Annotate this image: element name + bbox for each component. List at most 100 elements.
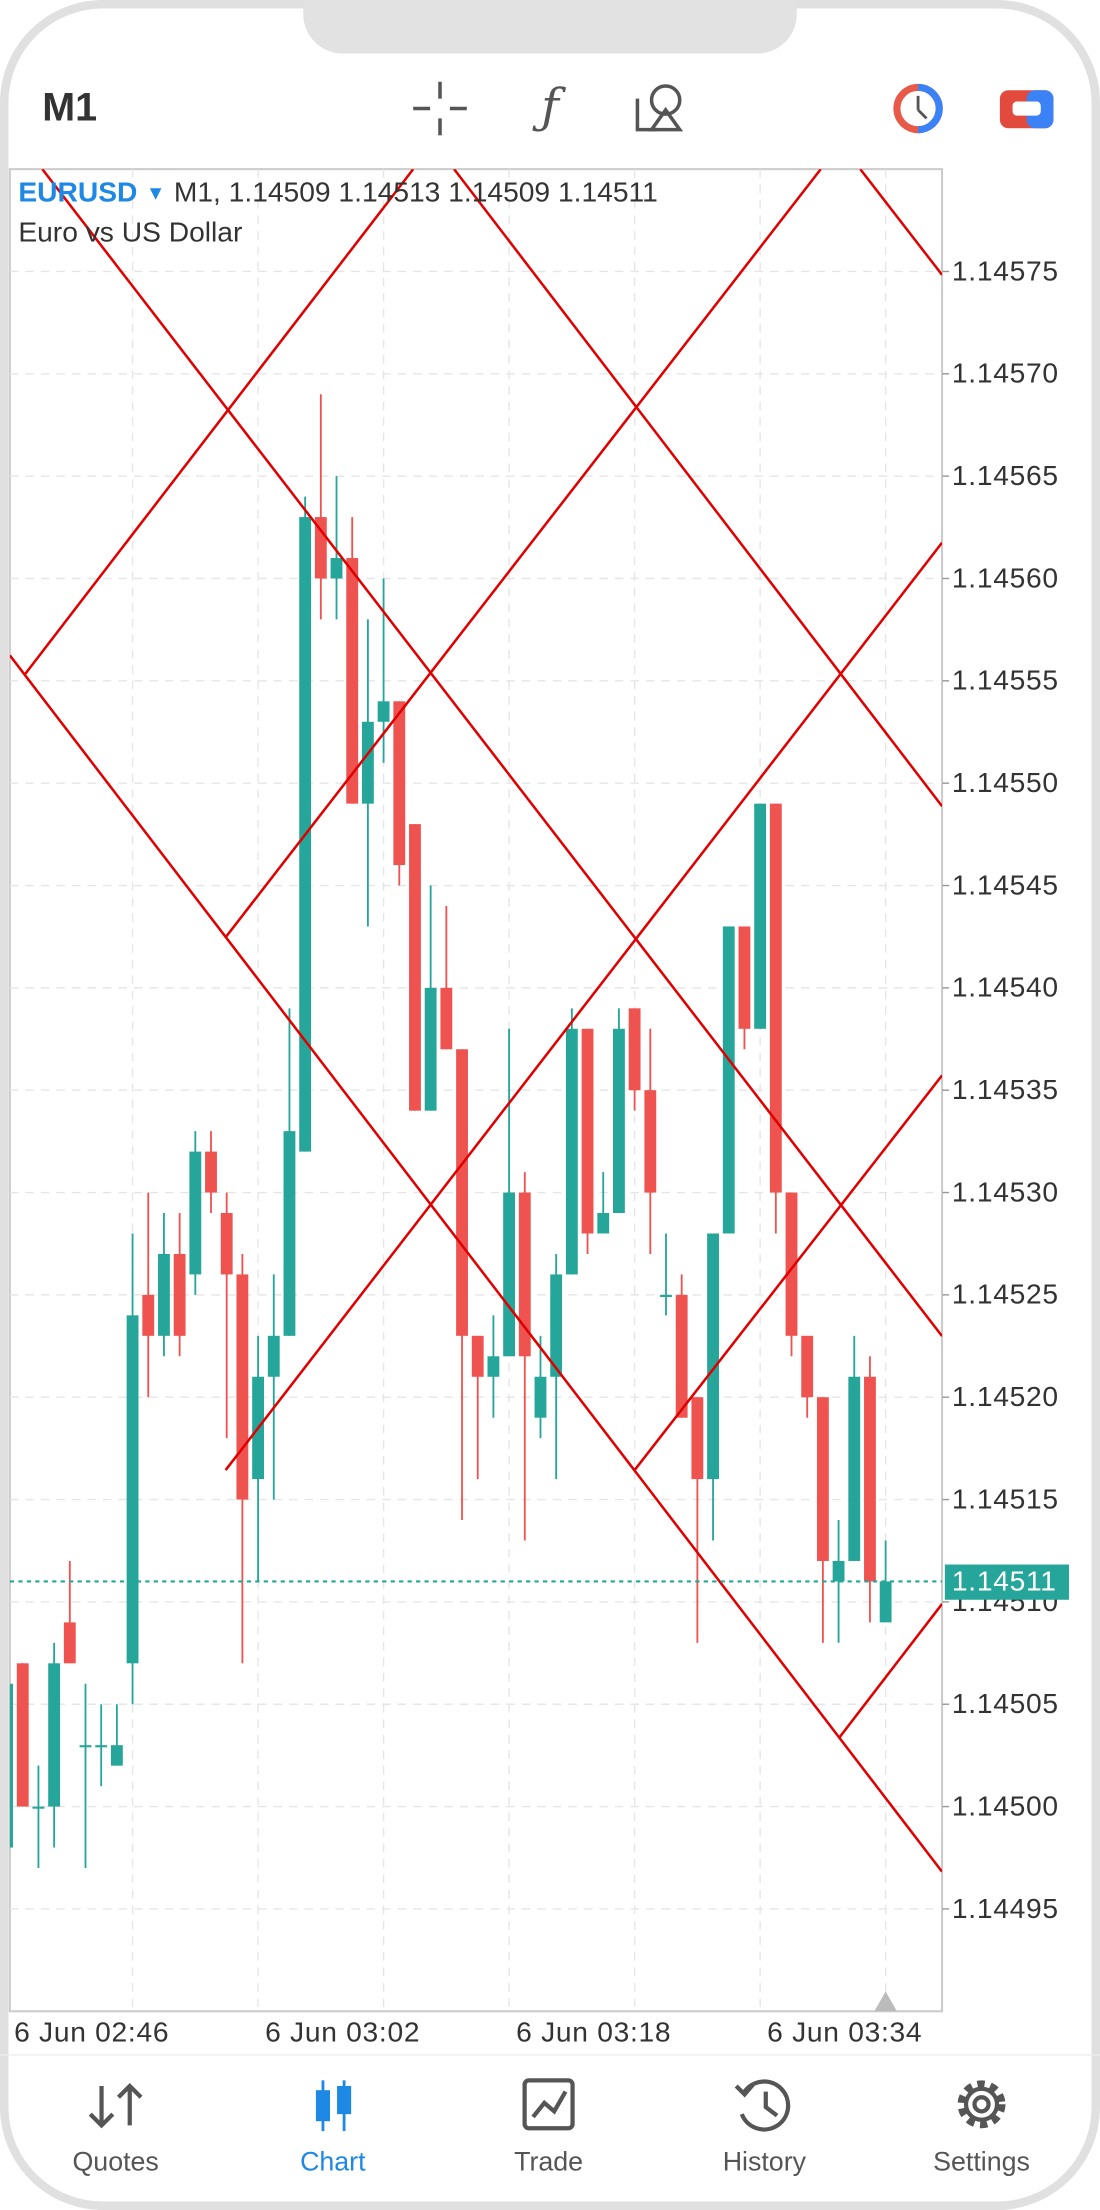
candle-body: [707, 1233, 719, 1480]
candle-body: [32, 1806, 45, 1809]
candle-body: [675, 1294, 688, 1418]
y-tick-label: 1.14520: [952, 1380, 1059, 1412]
y-tick-label: 1.14535: [952, 1073, 1059, 1105]
candle-body: [785, 1192, 798, 1336]
candle-body: [848, 1376, 861, 1561]
y-tick-label: 1.14545: [952, 868, 1059, 900]
y-tick-label: 1.14500: [952, 1789, 1059, 1821]
candle-body: [471, 1335, 484, 1377]
notch: [303, 0, 797, 54]
candle-body: [9, 1683, 13, 1848]
candle-body: [110, 1745, 123, 1766]
trade-toggle-icon[interactable]: [999, 90, 1054, 129]
candle-body: [283, 1131, 296, 1336]
y-tick-label: 1.14565: [952, 459, 1059, 491]
chart-header: EURUSD ▼ M1, 1.14509 1.14513 1.14509 1.145…: [18, 176, 657, 208]
tab-label-active[interactable]: Chart: [300, 2147, 366, 2177]
candle-body: [205, 1151, 217, 1193]
y-tick-label: 1.14505: [952, 1687, 1059, 1719]
gann-grid: [9, 169, 943, 1873]
y-tick-label: 1.14575: [952, 254, 1059, 286]
header-values: M1, 1.14509 1.14513 1.14509 1.14511: [174, 176, 658, 208]
candle-body: [142, 1294, 155, 1336]
symbol-dropdown[interactable]: ▼: [146, 183, 166, 205]
candle-body: [534, 1376, 547, 1418]
candle-body: [816, 1397, 829, 1561]
y-tick-label: 1.14515: [952, 1482, 1059, 1514]
candle-body: [393, 701, 406, 866]
candle-body: [48, 1663, 61, 1807]
candle-body: [565, 1028, 578, 1275]
tab-label[interactable]: Settings: [933, 2147, 1030, 2177]
candle-body: [377, 701, 390, 722]
candle-body: [597, 1213, 610, 1234]
tab-label[interactable]: Quotes: [72, 2147, 158, 2177]
tab-label[interactable]: Trade: [514, 2147, 583, 2177]
y-tick-label: 1.14570: [952, 357, 1059, 389]
objects-icon[interactable]: [635, 84, 684, 132]
x-tick-label: 6 Jun 03:02: [265, 2015, 420, 2047]
candle-body: [158, 1253, 170, 1336]
candle-body: [409, 824, 421, 1111]
symbol-description: Euro vs US Dollar: [18, 215, 242, 247]
quotes-icon[interactable]: [88, 2082, 143, 2129]
history-icon[interactable]: [734, 2079, 791, 2132]
candle-body: [864, 1376, 876, 1582]
candle-body: [691, 1397, 704, 1480]
candle-body: [801, 1335, 814, 1398]
y-tick-label: 1.14530: [952, 1175, 1059, 1207]
candle-body: [613, 1028, 625, 1214]
candle-body: [550, 1274, 563, 1377]
last-price-box: [944, 1564, 1069, 1600]
last-price-label: 1.14511: [952, 1564, 1057, 1596]
candle-body: [440, 987, 453, 1050]
candle-body: [644, 1090, 657, 1193]
chart-icon[interactable]: [315, 2080, 352, 2132]
candle-body: [173, 1253, 186, 1336]
candle-body: [16, 1663, 29, 1807]
candle-body: [346, 558, 359, 804]
trade-icon[interactable]: [522, 2078, 575, 2131]
timeframe-button[interactable]: M1: [42, 85, 97, 129]
candle-body: [628, 1008, 641, 1091]
x-tick-label: 6 Jun 02:46: [14, 2015, 169, 2047]
crosshair-icon[interactable]: [413, 81, 467, 136]
y-tick-label: 1.14560: [952, 561, 1059, 593]
candle-body: [722, 926, 735, 1234]
y-tick-label: 1.14540: [952, 971, 1059, 1003]
candle-body: [126, 1315, 139, 1664]
candle-body: [456, 1049, 468, 1336]
candle-body: [503, 1192, 516, 1357]
candle-body: [79, 1745, 92, 1748]
candle-body: [518, 1192, 531, 1357]
y-tick-label: 1.14525: [952, 1278, 1059, 1310]
candle-body: [330, 558, 343, 579]
symbol[interactable]: EURUSD: [18, 176, 137, 208]
y-tick-label: 1.14555: [952, 664, 1059, 696]
candle-body: [581, 1028, 594, 1234]
candle-body: [879, 1581, 892, 1623]
candle-body: [769, 803, 782, 1193]
y-tick-label: 1.14550: [952, 766, 1059, 798]
candle-body: [487, 1356, 500, 1377]
candle-body: [189, 1151, 202, 1275]
candle-body: [63, 1622, 76, 1664]
candle-body: [220, 1213, 233, 1275]
candle-body: [660, 1294, 672, 1297]
time-marker: [874, 1991, 897, 2012]
candle-body: [754, 803, 767, 1029]
x-tick-label: 6 Jun 03:18: [516, 2015, 671, 2047]
candle-body: [361, 721, 374, 804]
candle-body: [832, 1560, 845, 1582]
tab-label[interactable]: History: [723, 2147, 807, 2177]
candle-body: [424, 987, 437, 1111]
x-tick-label: 6 Jun 03:34: [767, 2015, 922, 2047]
candle-body: [314, 517, 327, 579]
candle-body: [236, 1274, 249, 1500]
candle-body: [738, 926, 751, 1029]
account-icon[interactable]: [893, 83, 943, 134]
candle-body: [95, 1745, 108, 1748]
